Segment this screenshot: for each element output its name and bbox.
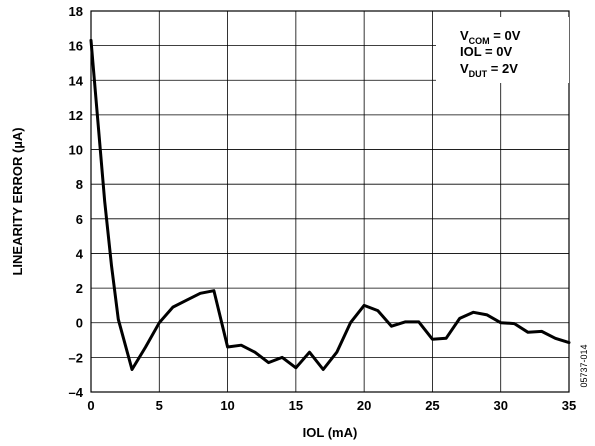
figure-id: 05737-014 (579, 344, 589, 387)
annotation-vcom: VCOM = 0V (460, 28, 521, 46)
y-axis-label: LINEARITY ERROR (µA) (10, 127, 25, 275)
annotation-subscript: COM (469, 36, 490, 46)
y-tick-label: 4 (76, 246, 84, 261)
y-tick-label: 10 (69, 143, 83, 158)
x-tick-label: 30 (493, 398, 507, 413)
x-tick-label: 15 (289, 398, 303, 413)
annotation-vdut: VDUT = 2V (460, 61, 518, 79)
x-tick-label: 0 (87, 398, 94, 413)
y-tick-label: –4 (69, 385, 84, 400)
x-tick-label: 25 (425, 398, 439, 413)
annotation-value: = 2V (487, 61, 518, 76)
legend-box (436, 17, 569, 83)
annotation-value: = 0V (490, 28, 521, 43)
x-tick-label: 10 (220, 398, 234, 413)
conditions-legend: VCOM = 0V IOL = 0V VDUT = 2V (436, 17, 569, 83)
y-tick-label: 14 (69, 73, 84, 88)
y-tick-label: 0 (76, 316, 83, 331)
y-axis-ticks: –4 –2 0 2 4 6 8 10 12 14 16 18 (69, 4, 84, 400)
x-tick-label: 35 (562, 398, 576, 413)
y-tick-label: 18 (69, 4, 83, 19)
annotation-main: V (460, 61, 469, 76)
y-tick-label: –2 (69, 350, 83, 365)
x-axis-ticks: 0 5 10 15 20 25 30 35 (87, 398, 576, 413)
x-tick-label: 20 (357, 398, 371, 413)
annotation-main: V (460, 28, 469, 43)
x-axis-label: IOL (mA) (303, 425, 358, 440)
annotation-iol: IOL = 0V (460, 44, 512, 59)
annotation-subscript: DUT (469, 69, 488, 79)
y-tick-label: 8 (76, 177, 83, 192)
annotation-main: IOL = 0V (460, 44, 512, 59)
y-tick-label: 16 (69, 39, 83, 54)
x-tick-label: 5 (156, 398, 163, 413)
y-tick-label: 2 (76, 281, 83, 296)
y-tick-label: 12 (69, 108, 83, 123)
series-line (89, 38, 571, 371)
plot-frame (90, 10, 570, 393)
grid-lines (90, 10, 570, 393)
y-tick-label: 6 (76, 212, 83, 227)
